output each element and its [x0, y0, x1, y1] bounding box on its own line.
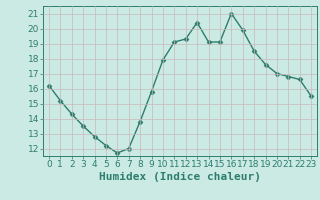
X-axis label: Humidex (Indice chaleur): Humidex (Indice chaleur) — [99, 172, 261, 182]
